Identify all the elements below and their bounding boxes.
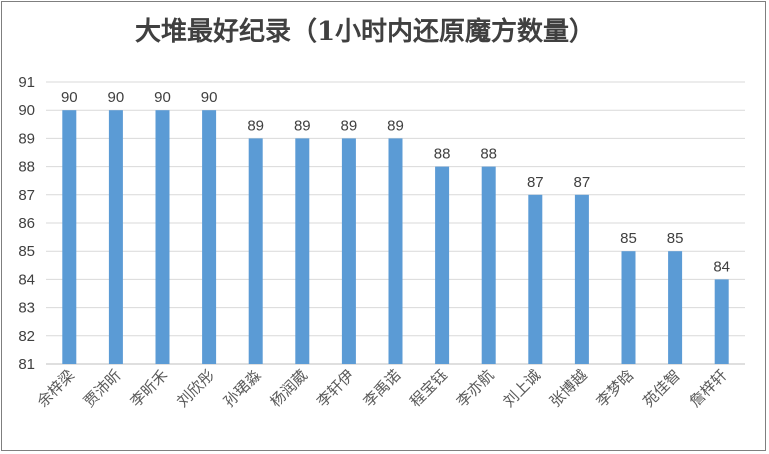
data-label: 89: [387, 117, 404, 134]
bar: [574, 194, 589, 364]
x-tick-label: 刘上诚: [500, 366, 545, 411]
y-tick-label: 87: [18, 187, 35, 204]
data-label: 87: [527, 174, 544, 191]
bar: [108, 110, 123, 364]
x-tick-label: 孙珺淼: [220, 366, 265, 411]
x-tick-label: 张博越: [546, 366, 591, 411]
bar: [295, 138, 310, 364]
x-tick-label: 詹梓轩: [686, 366, 731, 411]
x-tick-label: 李亦航: [453, 366, 498, 411]
data-label: 85: [667, 230, 684, 247]
y-tick-label: 86: [18, 215, 35, 232]
y-tick-label: 81: [18, 356, 35, 373]
bar: [481, 166, 496, 364]
y-tick-label: 83: [18, 300, 35, 317]
data-label: 89: [294, 117, 311, 134]
y-tick-label: 90: [18, 102, 35, 119]
bar: [528, 194, 543, 364]
data-label: 89: [247, 117, 264, 134]
x-axis-labels: 余梓梁 贾沛昕 李昕禾 刘欣彤 孙珺淼 杨润葳 李轩伊 李禹诺 程宝钰 李亦航 刘上诚 张博越 李梦晗苑…: [34, 366, 731, 411]
x-tick-label: 杨润葳: [267, 366, 312, 411]
x-tick-label: 程宝钰: [406, 366, 451, 411]
y-tick-label: 89: [18, 130, 35, 147]
y-tick-label: 91: [18, 74, 35, 91]
x-tick-label: 李轩伊: [313, 366, 358, 411]
y-axis-ticks: 81 82 83 84 85 86 87 88 89 90 91: [18, 74, 35, 373]
y-tick-label: 88: [18, 159, 35, 176]
x-tick-label: 李禹诺: [360, 366, 405, 411]
x-tick-label: 苑佳智: [639, 366, 684, 411]
bar: [435, 166, 450, 364]
x-tick-label: 贾沛昕: [80, 366, 125, 411]
bar: [202, 110, 217, 364]
bar: [668, 251, 683, 364]
x-tick-label: 李昕禾: [127, 366, 172, 411]
bar: [341, 138, 356, 364]
x-tick-label: 李梦晗: [593, 366, 638, 411]
data-label: 84: [713, 258, 730, 275]
data-label: 85: [620, 230, 637, 247]
chart-title: 大堆最好纪录（1小时内还原魔方数量）: [135, 16, 595, 47]
bar: [714, 279, 729, 364]
bar: [155, 110, 170, 364]
data-label: 89: [341, 117, 358, 134]
x-tick-label: 余梓梁: [34, 366, 79, 411]
data-label: 90: [201, 89, 218, 106]
data-label: 90: [61, 89, 78, 106]
bars: [62, 110, 729, 364]
bar: [621, 251, 636, 364]
data-label: 90: [154, 89, 171, 106]
y-tick-label: 82: [18, 328, 35, 345]
bar: [62, 110, 77, 364]
data-label: 88: [480, 146, 497, 163]
bar: [248, 138, 263, 364]
data-label: 88: [434, 146, 451, 163]
y-tick-label: 84: [18, 271, 35, 288]
x-tick-label: 刘欣彤: [173, 366, 218, 411]
data-labels: 90 90 90 90 89 89 89 89 88 88 87 87 85 85 84: [61, 89, 730, 275]
bar: [388, 138, 403, 364]
data-label: 87: [574, 174, 591, 191]
data-label: 90: [108, 89, 125, 106]
y-tick-label: 85: [18, 243, 35, 260]
